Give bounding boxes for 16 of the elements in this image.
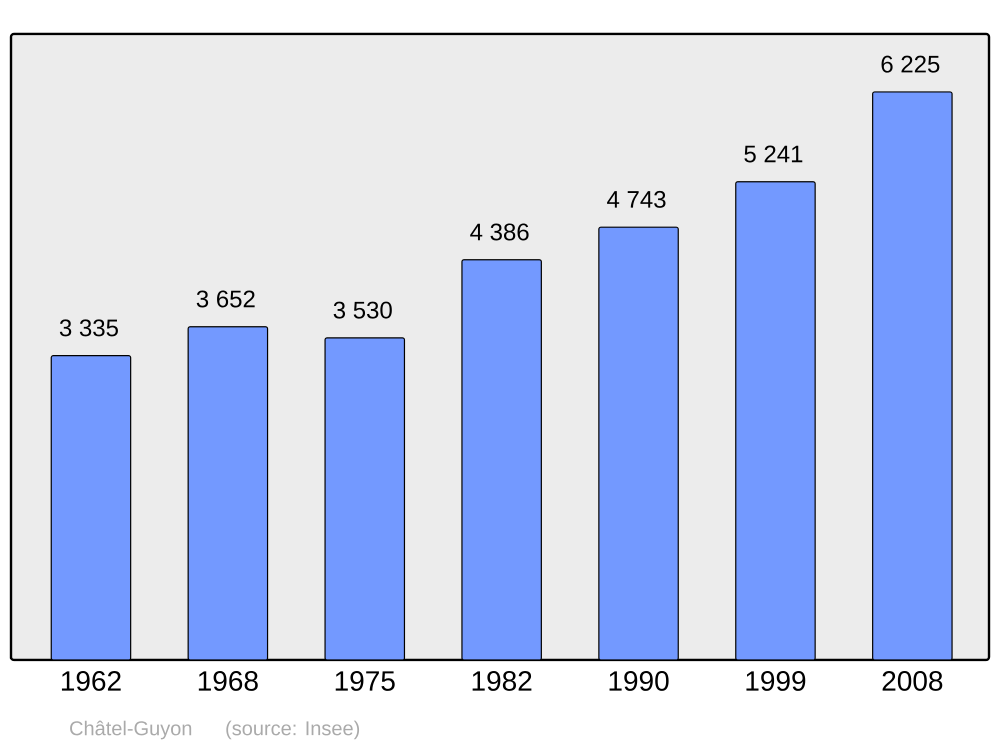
- data-label: 3 652: [196, 290, 255, 308]
- data-label: 4 386: [470, 223, 529, 240]
- text: Châtel-Guyon: [70, 720, 192, 740]
- x-tick-label: 1962: [62, 671, 121, 691]
- data-label: 3 335: [60, 319, 118, 336]
- x-tick-label: 1968: [198, 671, 258, 691]
- data-label: 6 225: [882, 56, 940, 73]
- data-label: 5 241: [744, 145, 802, 162]
- x-tick-label: 1990: [610, 671, 669, 691]
- x-tick-label: 1999: [746, 671, 806, 691]
- data-label: 4 743: [607, 190, 666, 208]
- data-label: 3 530: [334, 302, 392, 319]
- text: (source: Insee): [226, 720, 360, 740]
- x-tick-label: 2008: [882, 671, 942, 691]
- x-tick-label: 1975: [336, 671, 395, 691]
- x-tick-label: 1982: [472, 671, 532, 691]
